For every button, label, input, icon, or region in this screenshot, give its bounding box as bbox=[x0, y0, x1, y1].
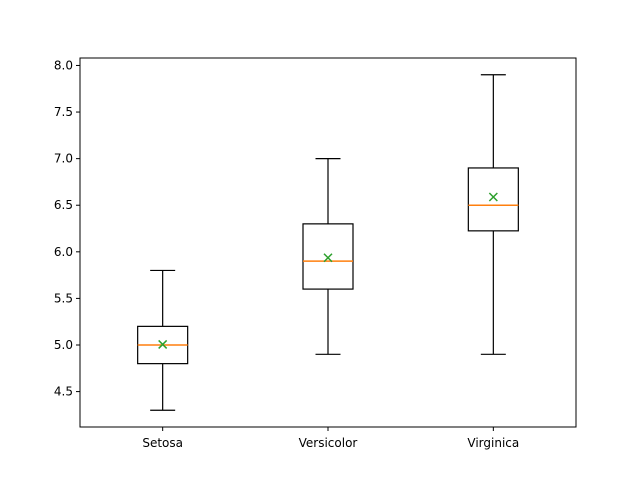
x-tick-label-virginica: Virginica bbox=[467, 436, 519, 450]
y-tick-label: 5.5 bbox=[54, 291, 73, 305]
y-tick-label: 8.0 bbox=[54, 58, 73, 72]
iqr-box bbox=[467, 167, 519, 232]
y-tick-label: 4.5 bbox=[54, 385, 73, 399]
iqr-box bbox=[302, 223, 354, 290]
mean-marker bbox=[488, 192, 498, 202]
box-series bbox=[137, 74, 519, 411]
mean-marker bbox=[323, 253, 333, 263]
y-tick-label: 6.0 bbox=[54, 245, 73, 259]
plot-area-frame bbox=[79, 57, 577, 428]
y-tick-label: 7.0 bbox=[54, 152, 73, 166]
mean-marker bbox=[158, 339, 168, 349]
x-tick-label-versicolor: Versicolor bbox=[299, 436, 358, 450]
y-tick-label: 7.5 bbox=[54, 105, 73, 119]
x-axis: Setosa Versicolor Virginica bbox=[142, 427, 519, 450]
y-tick-label: 5.0 bbox=[54, 338, 73, 352]
box-virginica bbox=[467, 74, 519, 355]
box-versicolor bbox=[302, 158, 354, 355]
x-tick-label-setosa: Setosa bbox=[142, 436, 183, 450]
y-tick-label: 6.5 bbox=[54, 198, 73, 212]
y-axis: 4.5 5.0 5.5 6.0 6.5 7.0 7.5 8.0 bbox=[54, 58, 80, 399]
box-setosa bbox=[137, 269, 189, 411]
